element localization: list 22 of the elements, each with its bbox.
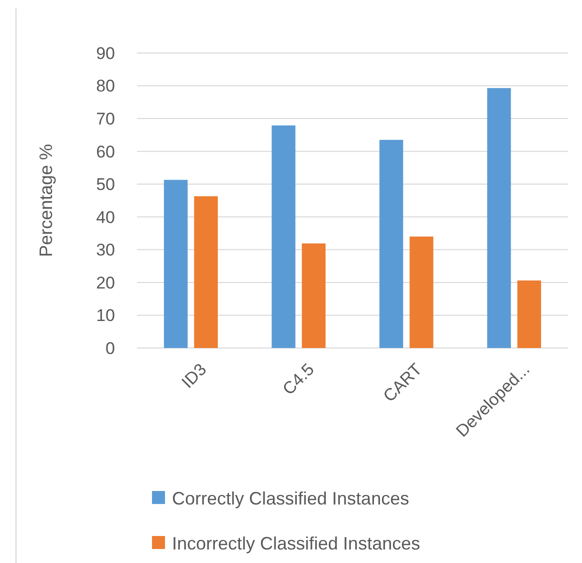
y-tick-label: 10 <box>96 306 115 326</box>
x-tick-label: ID3 <box>178 360 210 392</box>
y-axis-title: Percentage % <box>36 144 56 258</box>
y-tick-label: 80 <box>96 76 115 96</box>
legend-label: Correctly Classified Instances <box>172 488 410 508</box>
bar <box>517 280 542 348</box>
bar <box>410 236 434 348</box>
y-tick-label: 50 <box>96 175 115 194</box>
y-tick-label: 20 <box>96 273 115 292</box>
y-tick-label: 40 <box>96 208 115 227</box>
bar <box>164 180 188 348</box>
y-tick-label: 0 <box>106 338 115 358</box>
bar <box>302 243 326 348</box>
bar <box>487 88 511 348</box>
bar <box>272 125 296 348</box>
bar <box>379 140 404 348</box>
y-tick-label: 90 <box>96 44 115 63</box>
bar <box>194 196 218 348</box>
y-tick-label: 60 <box>96 142 115 162</box>
legend-label: Incorrectly Classified Instances <box>172 533 420 554</box>
y-tick-label: 70 <box>96 110 115 129</box>
y-tick-label: 30 <box>96 240 115 260</box>
